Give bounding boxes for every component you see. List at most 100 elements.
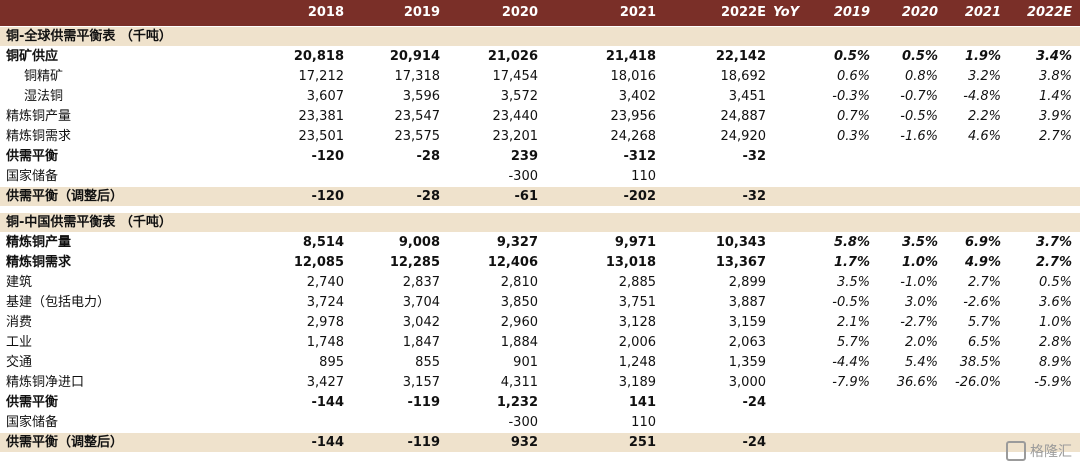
header-yoy-2020: 2020 [901, 5, 938, 20]
row-yoy: 0.5% [901, 49, 938, 64]
row-yoy [1010, 393, 1072, 412]
global-section-title: 铜-全球供需平衡表 （千吨） [0, 27, 1080, 46]
row-value: 12,406 [487, 255, 538, 270]
row-label: 精炼铜产量 [6, 235, 72, 250]
row-value: 3,607 [306, 89, 344, 104]
row-value: -144 [311, 395, 344, 410]
header-year-2018: 2018 [307, 5, 344, 20]
row-value: -24 [742, 395, 767, 410]
table-row: 铜精矿 17,212 17,318 17,454 18,016 18,692 0.6% 0.8… [0, 67, 1080, 86]
row-value [262, 413, 344, 432]
table-row: 交通 895 855 901 1,248 1,359 -4.4% 5.4% 38.5% 8.9% [0, 353, 1080, 372]
row-label: 建筑 [6, 275, 33, 290]
global-adjusted-balance-row: 供需平衡（调整后） -120 -28 -61 -202 -32 [0, 187, 1080, 206]
row-value: -32 [742, 189, 767, 204]
row-value: 1,248 [618, 355, 656, 370]
header-year-2021: 2021 [619, 5, 656, 20]
row-yoy: 3.6% [1038, 295, 1072, 310]
row-label: 基建（包括电力） [6, 295, 111, 310]
row-yoy [810, 413, 870, 432]
global-section-title-text: 铜-全球供需平衡表 （千吨） [6, 29, 172, 44]
row-value: 23,381 [298, 109, 345, 124]
row-yoy [945, 147, 1001, 166]
row-value: 21,026 [487, 49, 538, 64]
row-yoy: 2.8% [1038, 335, 1072, 350]
row-value: 13,018 [605, 255, 656, 270]
row-value: 17,212 [298, 69, 345, 84]
row-yoy: 6.5% [967, 335, 1001, 350]
row-value: 22,142 [715, 49, 766, 64]
row-yoy [880, 393, 938, 412]
row-yoy: 2.1% [836, 315, 870, 330]
row-label: 供需平衡 [6, 395, 59, 410]
table-row: 精炼铜净进口 3,427 3,157 4,311 3,189 3,000 -7.9% 36.6… [0, 373, 1080, 392]
row-yoy: -0.5% [832, 295, 870, 310]
row-value: 3,451 [728, 89, 766, 104]
row-label: 供需平衡（调整后） [6, 435, 124, 450]
row-yoy: 0.7% [836, 109, 870, 124]
row-value: -28 [416, 189, 441, 204]
table-row: 建筑 2,740 2,837 2,810 2,885 2,899 3.5% -1.0% 2.7%… [0, 273, 1080, 292]
row-yoy: 8.9% [1038, 355, 1072, 370]
row-label: 国家储备 [6, 169, 59, 184]
row-value: 2,885 [618, 275, 656, 290]
table-row: 供需平衡 -120 -28 239 -312 -32 [0, 147, 1080, 166]
row-value [670, 167, 766, 186]
row-value: 9,008 [398, 235, 440, 250]
row-value: 3,704 [402, 295, 440, 310]
header-yoy-2022e: 2022E [1026, 5, 1072, 20]
row-value: 2,960 [500, 315, 538, 330]
row-value: 3,189 [618, 375, 656, 390]
row-value: -119 [407, 435, 440, 450]
row-yoy: 0.5% [833, 49, 870, 64]
row-label: 精炼铜需求 [6, 255, 72, 270]
row-yoy [810, 147, 870, 166]
row-yoy: 5.8% [833, 235, 870, 250]
row-value: 3,000 [728, 375, 766, 390]
row-value: 10,343 [715, 235, 766, 250]
row-value: 24,887 [720, 109, 767, 124]
row-yoy: 1.9% [964, 49, 1001, 64]
watermark-text: 格隆汇 [1030, 444, 1072, 460]
row-value: 110 [631, 415, 656, 430]
row-yoy: 3.2% [967, 69, 1001, 84]
row-value: 3,724 [306, 295, 344, 310]
row-value: 1,359 [728, 355, 766, 370]
table-row: 国家储备 -300 110 [0, 167, 1080, 186]
header-yoy-2019: 2019 [833, 5, 870, 20]
table-row: 消费 2,978 3,042 2,960 3,128 3,159 2.1% -2.7% 5.7%… [0, 313, 1080, 332]
row-value: 3,128 [618, 315, 656, 330]
row-value: -300 [508, 415, 538, 430]
row-yoy: 3.5% [836, 275, 870, 290]
table-row: 精炼铜需求 12,085 12,285 12,406 13,018 13,367 1.7% 1… [0, 253, 1080, 272]
row-value: 12,085 [293, 255, 344, 270]
row-value: 3,157 [402, 375, 440, 390]
row-value: 932 [510, 435, 538, 450]
row-label: 铜精矿 [24, 69, 64, 84]
table-row: 精炼铜产量 23,381 23,547 23,440 23,956 24,887 0.7% -… [0, 107, 1080, 126]
row-value: -120 [311, 149, 344, 164]
row-value: 20,818 [293, 49, 344, 64]
row-yoy [810, 393, 870, 412]
row-label: 精炼铜产量 [6, 109, 72, 124]
row-value [352, 413, 440, 432]
row-value: 21,418 [605, 49, 656, 64]
row-yoy: -0.3% [832, 89, 870, 104]
table-row: 湿法铜 3,607 3,596 3,572 3,402 3,451 -0.3% -0.7% -4… [0, 87, 1080, 106]
row-value: 895 [319, 355, 344, 370]
row-value: 2,899 [728, 275, 766, 290]
row-value: 110 [631, 169, 656, 184]
row-yoy: -4.4% [832, 355, 870, 370]
row-value: 3,751 [618, 295, 656, 310]
row-value: 1,884 [500, 335, 538, 350]
china-adjusted-balance-row: 供需平衡（调整后） -144 -119 932 251 -24 [0, 433, 1080, 452]
row-label: 国家储备 [6, 415, 59, 430]
row-yoy: -26.0% [955, 375, 1001, 390]
row-yoy: -1.0% [900, 275, 938, 290]
row-value: 17,454 [492, 69, 539, 84]
row-value: 3,850 [500, 295, 538, 310]
row-value: 3,402 [618, 89, 656, 104]
row-yoy: 38.5% [959, 355, 1001, 370]
row-yoy: 1.0% [1038, 315, 1072, 330]
china-section-title: 铜-中国供需平衡表 （千吨） [0, 213, 1080, 232]
